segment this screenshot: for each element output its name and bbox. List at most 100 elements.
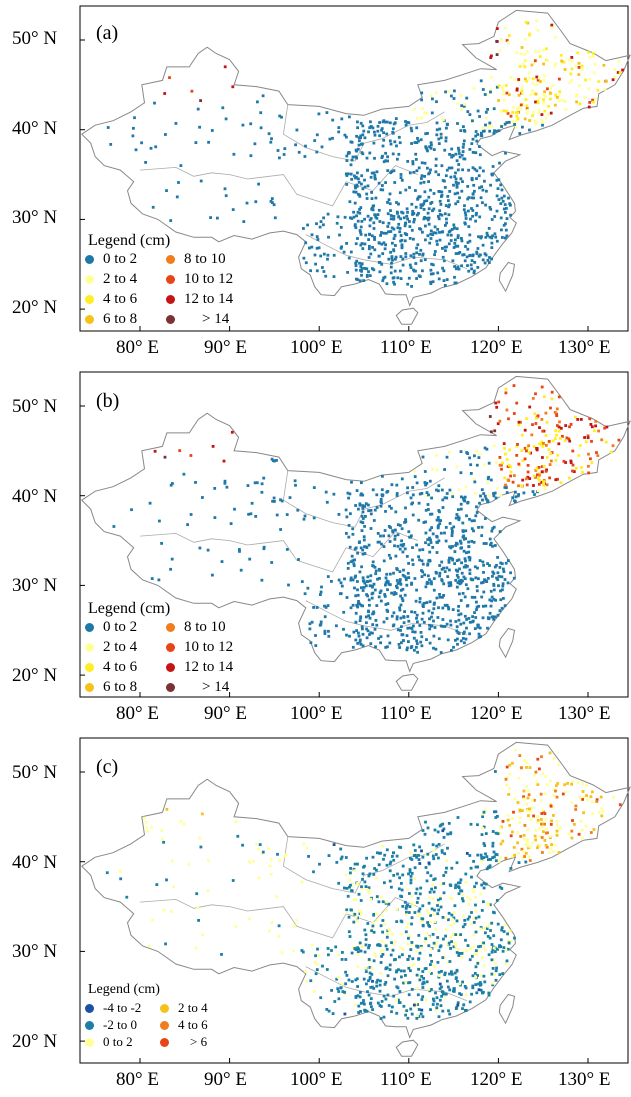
station-point: [509, 867, 513, 870]
station-point: [368, 976, 372, 979]
station-point: [464, 564, 468, 567]
station-point: [366, 990, 369, 994]
station-point: [424, 967, 428, 970]
station-point: [529, 818, 533, 821]
station-point: [359, 206, 363, 209]
station-point: [257, 848, 261, 851]
station-point: [447, 941, 451, 945]
station-point: [412, 962, 416, 966]
station-point: [500, 196, 504, 200]
station-point: [413, 630, 417, 634]
station-point: [530, 806, 534, 810]
station-point: [464, 637, 468, 641]
station-point: [537, 111, 540, 114]
legend-swatch: [85, 643, 94, 652]
station-point: [576, 781, 580, 785]
station-point: [441, 625, 445, 628]
station-point: [384, 181, 387, 184]
station-point: [410, 894, 414, 898]
station-point: [154, 145, 158, 149]
y-tick-20n: 20° N: [12, 665, 58, 686]
station-point: [543, 109, 547, 113]
station-point: [498, 973, 502, 976]
station-point: [415, 251, 419, 255]
station-point: [453, 904, 457, 908]
station-point: [466, 587, 470, 591]
station-point: [410, 285, 413, 288]
station-point: [484, 604, 488, 608]
station-point: [363, 928, 367, 932]
station-point: [497, 575, 501, 578]
station-point: [582, 795, 585, 799]
station-point: [542, 79, 546, 82]
station-point: [588, 101, 592, 104]
station-point: [150, 577, 154, 580]
station-point: [312, 870, 315, 874]
station-point: [363, 136, 367, 140]
station-point: [474, 576, 478, 580]
station-point: [354, 264, 358, 267]
station-point: [544, 469, 548, 473]
station-point: [601, 809, 605, 813]
station-point: [250, 501, 254, 505]
station-point: [414, 949, 418, 953]
station-point: [519, 103, 523, 107]
station-point: [449, 623, 453, 627]
station-point: [470, 578, 474, 582]
station-point: [367, 958, 371, 961]
station-point: [451, 495, 455, 499]
station-point: [424, 541, 427, 545]
station-point: [515, 87, 519, 91]
station-point: [517, 484, 520, 488]
station-point: [402, 969, 406, 973]
station-point: [489, 90, 492, 94]
station-point: [448, 896, 452, 900]
station-point: [446, 638, 450, 642]
station-point: [371, 631, 374, 635]
station-point: [464, 217, 468, 220]
station-point: [502, 442, 506, 445]
station-point: [509, 834, 513, 838]
station-point: [584, 824, 588, 828]
station-point: [368, 579, 372, 583]
station-point: [490, 218, 494, 221]
station-point: [463, 630, 466, 634]
station-point: [487, 858, 490, 861]
station-point: [429, 94, 433, 98]
station-point: [540, 836, 544, 839]
station-point: [532, 798, 536, 802]
station-point: [450, 913, 454, 917]
station-point: [200, 812, 204, 816]
station-point: [379, 895, 383, 899]
station-point: [391, 258, 394, 262]
station-point: [389, 265, 393, 269]
station-point: [356, 219, 360, 223]
station-point: [578, 84, 581, 87]
station-point: [507, 120, 511, 124]
station-point: [464, 1009, 468, 1012]
station-point: [376, 577, 379, 581]
x-tick-80e: 80° E: [116, 703, 159, 724]
station-point: [424, 132, 428, 136]
station-point: [423, 258, 427, 262]
station-point: [525, 79, 528, 83]
station-point: [360, 887, 364, 891]
station-point: [521, 478, 525, 482]
station-point: [404, 913, 408, 917]
station-point: [542, 480, 545, 484]
station-point: [445, 492, 449, 495]
station-point: [429, 1008, 432, 1011]
station-point: [294, 483, 297, 487]
station-point: [559, 437, 562, 440]
station-point: [359, 912, 363, 916]
station-point: [453, 265, 456, 268]
station-point: [370, 929, 373, 933]
station-point: [474, 896, 478, 899]
station-point: [315, 269, 319, 273]
station-point: [465, 993, 468, 996]
station-point: [413, 611, 417, 614]
region-border: [305, 234, 468, 270]
station-point: [488, 121, 492, 125]
y-tick-20n: 20° N: [12, 297, 58, 318]
station-point: [150, 825, 153, 829]
